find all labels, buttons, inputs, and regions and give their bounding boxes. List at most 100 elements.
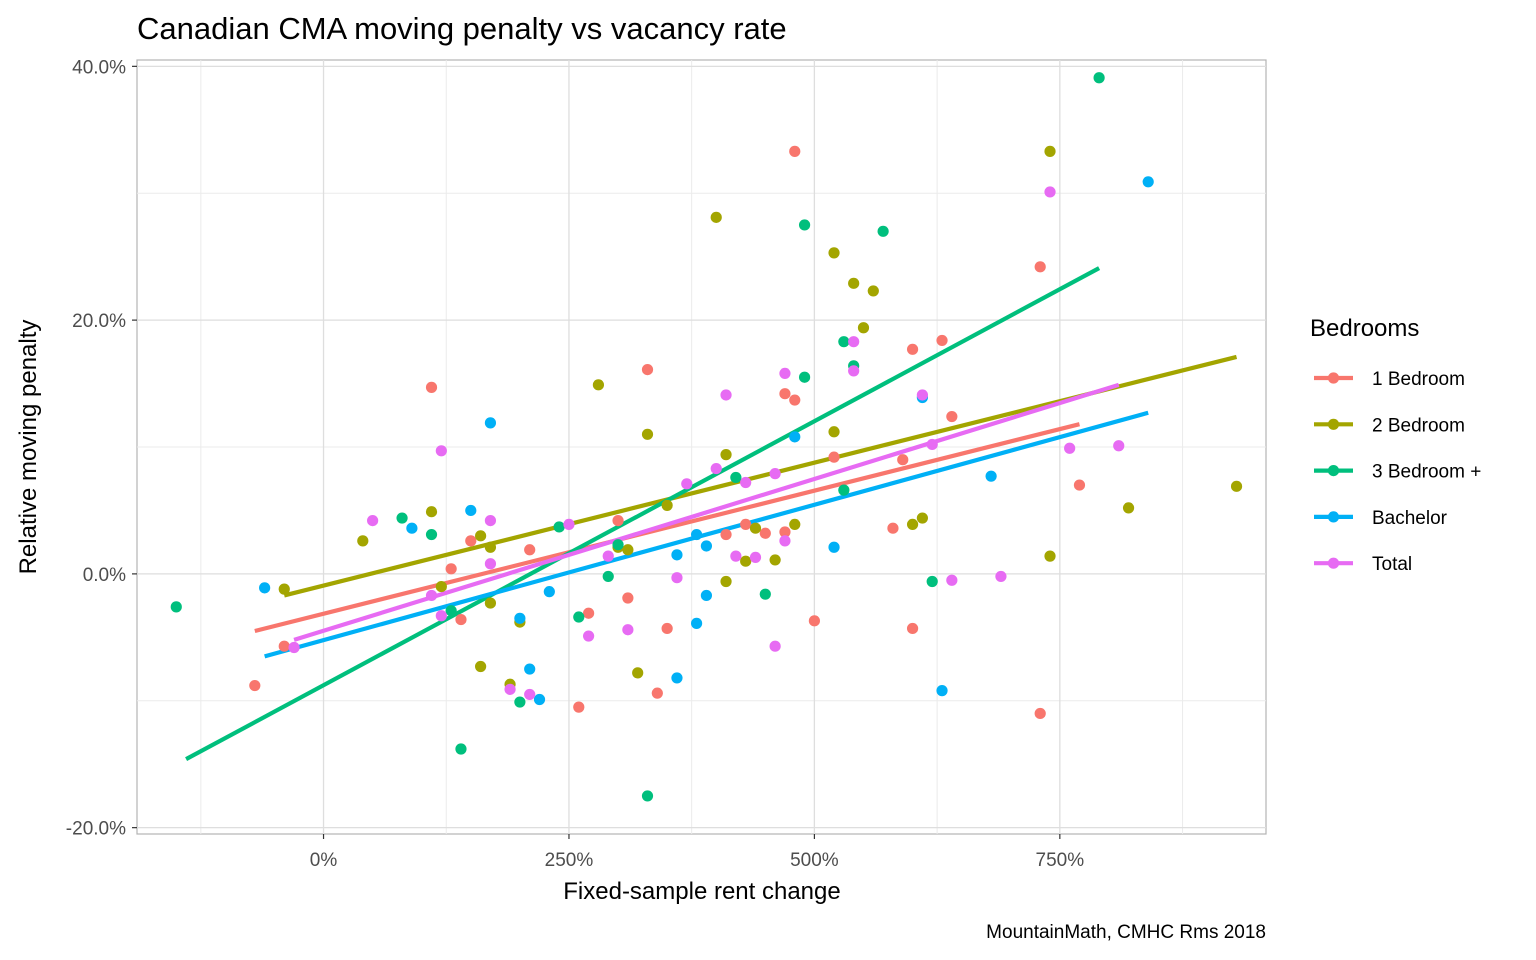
point-3-bedroom: [798, 219, 811, 231]
point-2-bedroom: [661, 499, 673, 511]
point-1-bedroom: [946, 410, 958, 423]
point-1-bedroom: [612, 514, 624, 527]
point-total: [749, 551, 762, 563]
point-total: [769, 640, 781, 652]
point-2-bedroom: [828, 426, 840, 438]
point-2-bedroom: [906, 518, 919, 531]
point-1-bedroom: [789, 145, 801, 157]
point-1-bedroom: [897, 454, 909, 466]
point-1-bedroom: [936, 334, 948, 347]
point-total: [1044, 186, 1056, 198]
x-tick-label: 750%: [1036, 850, 1085, 871]
point-bachelor: [1142, 176, 1154, 188]
point-2-bedroom: [769, 554, 781, 566]
trend-line-3-bedroom: [185, 266, 1101, 761]
point-2-bedroom: [867, 285, 879, 297]
point-total: [425, 589, 438, 602]
point-total: [484, 514, 497, 527]
point-total: [367, 514, 379, 527]
y-tick-label: 40.0%: [72, 57, 126, 78]
point-1-bedroom: [278, 640, 290, 652]
point-1-bedroom: [1034, 261, 1046, 273]
point-1-bedroom: [1034, 707, 1046, 720]
point-2-bedroom: [1044, 550, 1056, 562]
point-1-bedroom: [906, 622, 919, 635]
point-2-bedroom: [857, 322, 870, 334]
point-1-bedroom: [759, 527, 771, 539]
point-2-bedroom: [916, 512, 928, 524]
point-bachelor: [690, 528, 703, 541]
point-total: [1064, 442, 1076, 454]
point-total: [848, 365, 860, 377]
point-total: [681, 478, 693, 490]
point-3-bedroom: [514, 696, 526, 708]
point-1-bedroom: [779, 526, 791, 538]
point-total: [779, 367, 791, 380]
point-bachelor: [533, 693, 546, 706]
point-2-bedroom: [828, 247, 840, 259]
trend-line-bachelor: [264, 410, 1149, 659]
grid-major: [137, 60, 1266, 834]
legend-label-2-bedroom: 2 Bedroom: [1372, 415, 1465, 436]
point-bachelor: [543, 586, 555, 598]
point-2-bedroom: [848, 277, 860, 289]
point-1-bedroom: [465, 535, 477, 547]
legend-key-point-total: [1327, 557, 1340, 569]
point-3-bedroom: [877, 225, 889, 237]
point-1-bedroom: [779, 388, 791, 400]
y-axis-title: Relative moving penalty: [15, 320, 42, 575]
x-axis-title: Fixed-sample rent change: [563, 878, 840, 905]
point-total: [730, 550, 742, 562]
legend: Bedrooms 1 Bedroom 2 Bedroom 3 Bedroom + Ba…: [1310, 315, 1481, 575]
point-bachelor: [985, 470, 997, 482]
point-bachelor: [484, 417, 497, 429]
legend-label-total: Total: [1372, 554, 1412, 575]
point-bachelor: [465, 504, 477, 517]
legend-label-bachelor: Bachelor: [1372, 508, 1448, 529]
point-bachelor: [690, 617, 703, 629]
point-2-bedroom: [622, 544, 634, 556]
point-total: [1113, 440, 1125, 452]
legend-key-point-1-bedroom: [1327, 372, 1340, 384]
point-bachelor: [671, 672, 683, 684]
point-3-bedroom: [838, 336, 850, 348]
point-2-bedroom: [484, 541, 497, 553]
point-2-bedroom: [740, 555, 752, 567]
y-axis-ticks: -20.0% 0.0% 20.0% 40.0%: [66, 57, 137, 840]
point-2-bedroom: [475, 660, 487, 673]
point-3-bedroom: [425, 528, 438, 541]
point-2-bedroom: [710, 211, 722, 223]
point-1-bedroom: [661, 622, 673, 635]
point-2-bedroom: [1044, 145, 1056, 157]
point-3-bedroom: [730, 471, 742, 484]
point-2-bedroom: [789, 518, 801, 531]
point-total: [995, 570, 1007, 583]
y-tick-label: 0.0%: [83, 565, 126, 586]
point-3-bedroom: [612, 539, 624, 551]
point-3-bedroom: [170, 601, 182, 613]
point-1-bedroom: [583, 607, 595, 619]
point-1-bedroom: [425, 381, 438, 393]
x-tick-label: 500%: [790, 850, 839, 871]
point-2-bedroom: [484, 597, 497, 609]
point-total: [435, 610, 447, 622]
point-2-bedroom: [1122, 502, 1135, 514]
point-total: [602, 550, 614, 562]
point-3-bedroom: [759, 588, 771, 600]
point-total: [720, 389, 732, 401]
point-2-bedroom: [475, 530, 487, 542]
point-3-bedroom: [573, 611, 585, 623]
point-2-bedroom: [592, 379, 605, 391]
point-3-bedroom: [641, 790, 654, 802]
point-2-bedroom: [435, 580, 447, 593]
point-total: [563, 518, 575, 531]
chart-title: Canadian CMA moving penalty vs vacancy r…: [137, 11, 787, 46]
point-3-bedroom: [926, 575, 938, 588]
point-3-bedroom: [455, 743, 467, 755]
legend-title: Bedrooms: [1310, 315, 1419, 342]
point-bachelor: [524, 663, 536, 675]
point-total: [622, 624, 634, 636]
point-total: [583, 630, 595, 642]
point-1-bedroom: [445, 563, 457, 575]
